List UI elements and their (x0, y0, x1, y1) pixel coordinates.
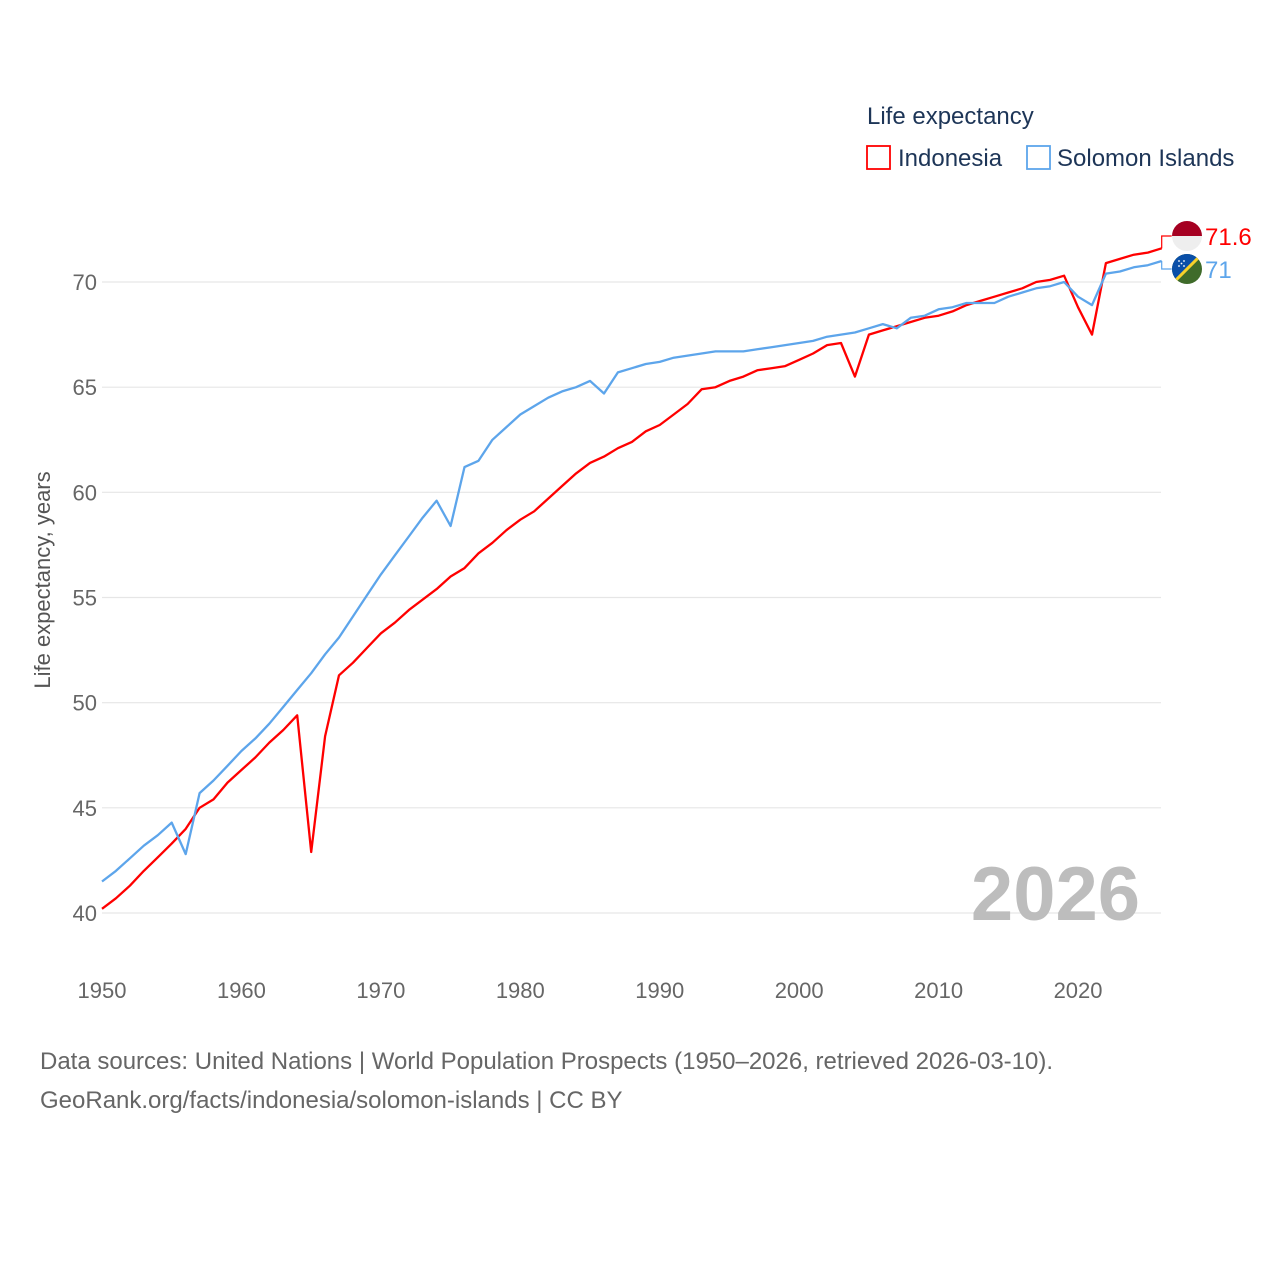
legend: Life expectancy Indonesia Solomon Island… (866, 103, 1234, 172)
y-tick-label: 70 (73, 270, 97, 295)
y-axis-ticks: 40 45 50 55 60 65 70 (73, 270, 97, 926)
x-tick-label: 1950 (78, 978, 127, 1003)
legend-title: Life expectancy (867, 103, 1034, 130)
end-label-connector (1161, 260, 1172, 270)
current-year-watermark: 2026 (971, 852, 1140, 937)
indonesia-flag-icon (1172, 221, 1202, 251)
y-tick-label: 60 (73, 480, 97, 505)
y-tick-label: 50 (73, 691, 97, 716)
y-tick-label: 40 (73, 901, 97, 926)
x-tick-label: 1960 (217, 978, 266, 1003)
x-tick-label: 1990 (635, 978, 684, 1003)
x-tick-label: 1980 (496, 978, 545, 1003)
legend-item-solomon-islands[interactable]: Solomon Islands (1026, 145, 1234, 172)
legend-swatch-indonesia (866, 145, 891, 170)
end-label-connector (1161, 235, 1172, 249)
gridlines (102, 281, 1161, 914)
x-tick-label: 2010 (914, 978, 963, 1003)
solomon-islands-flag-icon (1172, 254, 1202, 284)
y-tick-label: 55 (73, 586, 97, 611)
legend-item-indonesia[interactable]: Indonesia (866, 145, 1003, 172)
x-tick-label: 1970 (356, 978, 405, 1003)
legend-label-indonesia: Indonesia (898, 145, 1003, 172)
x-tick-label: 2020 (1054, 978, 1103, 1003)
end-labels: 71.6 71 (1161, 221, 1252, 284)
y-tick-label: 45 (73, 796, 97, 821)
end-value-label: 71.6 (1205, 224, 1252, 251)
footer-link[interactable]: GeoRank.org/facts/indonesia/solomon-isla… (40, 1087, 623, 1114)
y-tick-label: 65 (73, 375, 97, 400)
series-line-indonesia (101, 247, 1163, 910)
end-value-label: 71 (1205, 257, 1232, 284)
series-lines (101, 247, 1163, 910)
y-axis-label: Life expectancy, years (30, 471, 55, 688)
series-line-solomon-islands (101, 259, 1163, 883)
x-tick-label: 2000 (775, 978, 824, 1003)
x-axis-ticks: 1950 1960 1970 1980 1990 2000 2010 2020 (78, 978, 1103, 1003)
footer-sources: Data sources: United Nations | World Pop… (40, 1048, 1053, 1075)
legend-swatch-solomon-islands (1026, 145, 1051, 170)
legend-label-solomon-islands: Solomon Islands (1057, 145, 1234, 172)
